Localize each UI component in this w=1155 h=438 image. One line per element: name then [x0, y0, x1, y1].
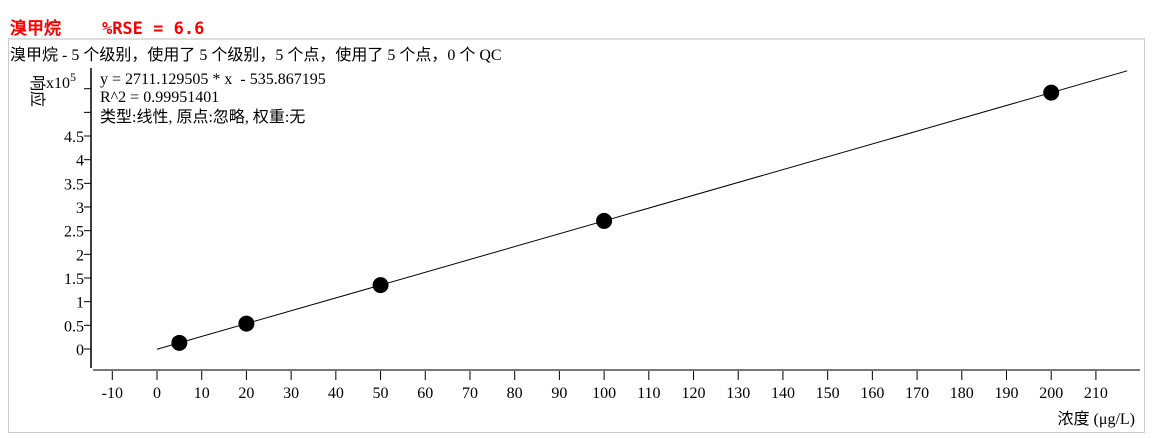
data-point	[238, 315, 255, 332]
data-point	[1043, 84, 1060, 101]
x-tick-label: 160	[860, 385, 884, 402]
y-multiplier: x105	[46, 70, 76, 92]
x-tick-label: 100	[592, 385, 616, 402]
y-tick-label: 3	[76, 200, 84, 217]
data-point	[372, 277, 389, 294]
data-point	[171, 334, 188, 351]
x-tick-label: 90	[551, 385, 567, 402]
x-tick-label: 130	[726, 385, 750, 402]
x-tick-label: 60	[417, 385, 433, 402]
x-axis-label: 浓度 (μg/L)	[1058, 410, 1135, 428]
r-squared: R^2 = 0.99951401	[100, 89, 219, 106]
chart-title: 溴甲烷 - 5 个级别，使用了 5 个级别，5 个点，使用了 5 个点，0 个 …	[10, 46, 502, 64]
compound-name: 溴甲烷	[10, 19, 61, 39]
fit-line	[156, 70, 1128, 350]
x-tick-label: 20	[238, 385, 254, 402]
y-tick-label: 2	[76, 247, 84, 264]
x-tick-label: 0	[153, 385, 161, 402]
x-tick-label: 190	[994, 385, 1018, 402]
x-tick-label: 210	[1084, 385, 1108, 402]
equation: y = 2711.129505 * x - 535.867195	[100, 71, 326, 88]
fit-info: 类型:线性, 原点:忽略, 权重:无	[100, 108, 305, 126]
x-tick-label: -10	[102, 385, 123, 402]
y-tick-label: 4.5	[64, 129, 84, 146]
y-tick-label: 1.5	[64, 271, 84, 288]
y-tick-label: 0	[76, 342, 84, 359]
x-tick-label: 180	[950, 385, 974, 402]
x-tick-label: 70	[462, 385, 478, 402]
x-tick-label: 10	[194, 385, 210, 402]
x-tick-label: 170	[905, 385, 929, 402]
x-tick-label: 40	[328, 385, 344, 402]
x-tick-label: 150	[816, 385, 840, 402]
y-tick-label: 0.5	[64, 318, 84, 335]
chart-header: 溴甲烷 %RSE = 6.6	[10, 14, 204, 39]
x-tick-label: 200	[1039, 385, 1063, 402]
x-tick-label: 110	[637, 385, 660, 402]
y-axis-label: 响应	[28, 75, 47, 107]
x-tick-label: 50	[373, 385, 389, 402]
y-tick-label: 4	[76, 153, 84, 170]
x-tick-label: 120	[682, 385, 706, 402]
x-tick-label: 80	[507, 385, 523, 402]
rse-value: %RSE = 6.6	[101, 19, 205, 39]
y-tick-label: 2.5	[64, 224, 84, 241]
x-tick-label: 30	[283, 385, 299, 402]
data-point	[596, 212, 613, 229]
chart-frame	[8, 38, 1145, 433]
y-tick-label: 1	[76, 295, 84, 312]
x-tick-label: 140	[771, 385, 795, 402]
y-tick-label: 3.5	[64, 176, 84, 193]
